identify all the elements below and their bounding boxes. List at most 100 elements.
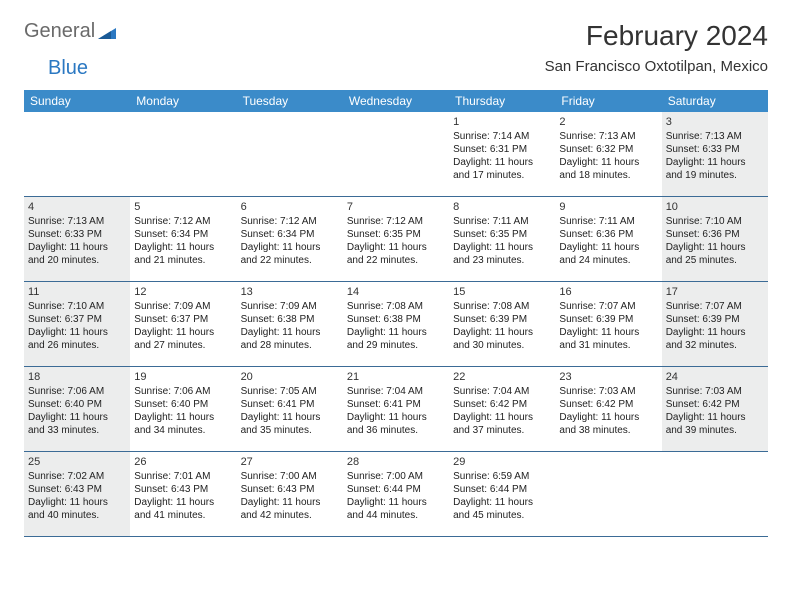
day-daylight2: and 20 minutes. [28,254,126,267]
day-sunrise: Sunrise: 7:07 AM [666,300,764,313]
day-number: 1 [453,115,551,129]
day-daylight1: Daylight: 11 hours [347,411,445,424]
day-daylight1: Daylight: 11 hours [453,496,551,509]
day-header-sun: Sunday [24,90,130,112]
day-sunset: Sunset: 6:39 PM [453,313,551,326]
day-number: 8 [453,200,551,214]
day-sunrise: Sunrise: 7:12 AM [241,215,339,228]
day-cell: 6Sunrise: 7:12 AMSunset: 6:34 PMDaylight… [237,197,343,281]
title-block: February 2024 San Francisco Oxtotilpan, … [545,20,768,75]
day-header-fri: Friday [555,90,661,112]
day-daylight2: and 32 minutes. [666,339,764,352]
day-daylight2: and 25 minutes. [666,254,764,267]
day-sunset: Sunset: 6:43 PM [241,483,339,496]
day-cell: 1Sunrise: 7:14 AMSunset: 6:31 PMDaylight… [449,112,555,196]
day-sunrise: Sunrise: 7:13 AM [666,130,764,143]
day-sunset: Sunset: 6:36 PM [666,228,764,241]
day-cell: 21Sunrise: 7:04 AMSunset: 6:41 PMDayligh… [343,367,449,451]
day-cell: 23Sunrise: 7:03 AMSunset: 6:42 PMDayligh… [555,367,661,451]
day-number: 13 [241,285,339,299]
day-daylight2: and 17 minutes. [453,169,551,182]
day-daylight1: Daylight: 11 hours [347,496,445,509]
day-daylight1: Daylight: 11 hours [28,496,126,509]
day-daylight1: Daylight: 11 hours [666,326,764,339]
week-row: 18Sunrise: 7:06 AMSunset: 6:40 PMDayligh… [24,367,768,452]
day-sunrise: Sunrise: 7:13 AM [559,130,657,143]
day-sunrise: Sunrise: 7:06 AM [28,385,126,398]
day-daylight2: and 33 minutes. [28,424,126,437]
day-sunrise: Sunrise: 7:12 AM [347,215,445,228]
day-sunset: Sunset: 6:43 PM [134,483,232,496]
day-sunset: Sunset: 6:38 PM [241,313,339,326]
day-cell: 4Sunrise: 7:13 AMSunset: 6:33 PMDaylight… [24,197,130,281]
day-sunrise: Sunrise: 7:12 AM [134,215,232,228]
day-daylight2: and 24 minutes. [559,254,657,267]
week-row: 4Sunrise: 7:13 AMSunset: 6:33 PMDaylight… [24,197,768,282]
day-number: 2 [559,115,657,129]
day-sunset: Sunset: 6:38 PM [347,313,445,326]
day-sunset: Sunset: 6:35 PM [453,228,551,241]
logo-text-blue: Blue [48,57,88,79]
day-number: 15 [453,285,551,299]
day-cell: 18Sunrise: 7:06 AMSunset: 6:40 PMDayligh… [24,367,130,451]
day-sunset: Sunset: 6:34 PM [134,228,232,241]
logo-triangle-icon [98,25,116,39]
day-daylight2: and 28 minutes. [241,339,339,352]
day-sunrise: Sunrise: 7:09 AM [134,300,232,313]
day-cell: 15Sunrise: 7:08 AMSunset: 6:39 PMDayligh… [449,282,555,366]
day-sunrise: Sunrise: 7:08 AM [453,300,551,313]
week-row: 25Sunrise: 7:02 AMSunset: 6:43 PMDayligh… [24,452,768,537]
day-sunrise: Sunrise: 7:07 AM [559,300,657,313]
day-sunset: Sunset: 6:41 PM [241,398,339,411]
day-number: 25 [28,455,126,469]
day-daylight2: and 21 minutes. [134,254,232,267]
day-cell: 19Sunrise: 7:06 AMSunset: 6:40 PMDayligh… [130,367,236,451]
day-daylight1: Daylight: 11 hours [559,411,657,424]
day-sunrise: Sunrise: 7:11 AM [559,215,657,228]
day-cell: 7Sunrise: 7:12 AMSunset: 6:35 PMDaylight… [343,197,449,281]
day-daylight1: Daylight: 11 hours [666,156,764,169]
weeks-container: 1Sunrise: 7:14 AMSunset: 6:31 PM Daylight… [24,112,768,537]
day-sunrise: Sunrise: 7:10 AM [666,215,764,228]
day-daylight1: Daylight: 11 hours [241,411,339,424]
day-daylight2: and 38 minutes. [559,424,657,437]
day-daylight2: and 22 minutes. [347,254,445,267]
day-cell: 26Sunrise: 7:01 AMSunset: 6:43 PMDayligh… [130,452,236,536]
day-daylight2: and 31 minutes. [559,339,657,352]
day-daylight2: and 36 minutes. [347,424,445,437]
day-header-mon: Monday [130,90,236,112]
day-daylight1: Daylight: 11 hours [453,326,551,339]
day-sunset: Sunset: 6:32 PM [559,143,657,156]
day-number: 23 [559,370,657,384]
day-sunset: Sunset: 6:44 PM [453,483,551,496]
day-number: 3 [666,115,764,129]
day-sunset: Sunset: 6:42 PM [559,398,657,411]
week-row: 1Sunrise: 7:14 AMSunset: 6:31 PM Daylight… [24,112,768,197]
day-daylight1: Daylight: 11 hours [559,326,657,339]
day-sunset: Sunset: 6:31 PM [453,143,551,156]
day-sunrise: Sunrise: 7:04 AM [453,385,551,398]
day-number: 27 [241,455,339,469]
day-header-row: Sunday Monday Tuesday Wednesday Thursday… [24,90,768,112]
day-sunrise: Sunrise: 7:00 AM [241,470,339,483]
day-number: 14 [347,285,445,299]
day-daylight2: and 44 minutes. [347,509,445,522]
day-sunrise: Sunrise: 7:08 AM [347,300,445,313]
day-sunset: Sunset: 6:39 PM [666,313,764,326]
day-sunrise: Sunrise: 7:03 AM [559,385,657,398]
day-cell: 11Sunrise: 7:10 AMSunset: 6:37 PMDayligh… [24,282,130,366]
day-sunset: Sunset: 6:39 PM [559,313,657,326]
day-daylight2: and 39 minutes. [666,424,764,437]
day-number: 24 [666,370,764,384]
day-sunset: Sunset: 6:42 PM [453,398,551,411]
day-cell: 28Sunrise: 7:00 AMSunset: 6:44 PMDayligh… [343,452,449,536]
day-sunrise: Sunrise: 7:09 AM [241,300,339,313]
day-daylight2: and 34 minutes. [134,424,232,437]
day-cell: 8Sunrise: 7:11 AMSunset: 6:35 PMDaylight… [449,197,555,281]
day-cell: 13Sunrise: 7:09 AMSunset: 6:38 PMDayligh… [237,282,343,366]
day-sunrise: Sunrise: 7:14 AM [453,130,551,143]
day-sunrise: Sunrise: 7:06 AM [134,385,232,398]
day-number: 26 [134,455,232,469]
day-sunset: Sunset: 6:33 PM [28,228,126,241]
day-sunrise: Sunrise: 6:59 AM [453,470,551,483]
